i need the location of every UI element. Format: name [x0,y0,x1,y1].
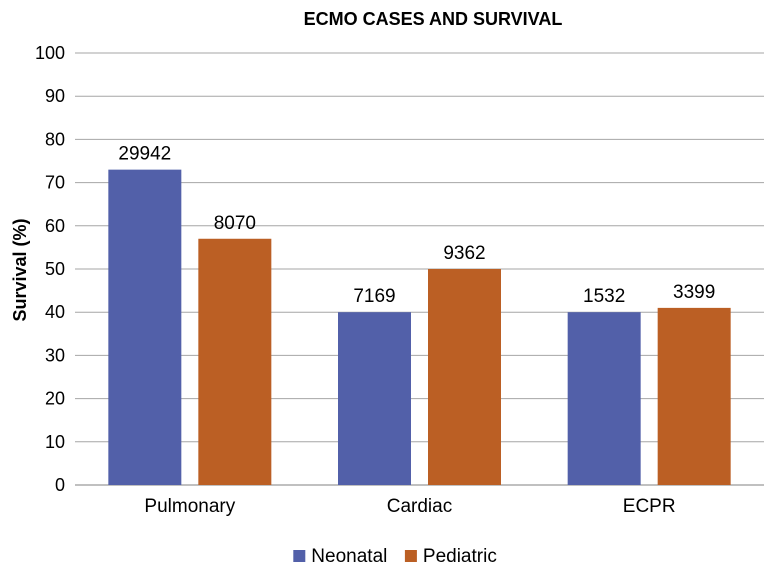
y-tick-label: 10 [45,432,65,452]
data-label: 29942 [118,144,171,165]
legend-swatch-neonatal [293,550,306,562]
legend: Neonatal Pediatric [293,546,497,567]
y-tick-label: 50 [45,259,65,279]
legend-label-pediatric: Pediatric [423,546,497,567]
y-tick-label: 80 [45,129,65,149]
legend-label-neonatal: Neonatal [311,546,387,567]
x-tick-label-cardiac: Cardiac [387,496,452,517]
bar-neonatal-cardiac [338,312,411,485]
y-tick-label: 0 [55,475,65,495]
y-tick-label: 100 [35,43,65,63]
data-label: 8070 [214,213,256,234]
data-label: 1532 [583,286,625,307]
y-tick-label: 90 [45,86,65,106]
data-label: 3399 [673,282,715,303]
grid-layer [75,52,764,486]
y-tick-label: 40 [45,302,65,322]
y-tick-label: 20 [45,389,65,409]
labels-layer: 0 10 20 30 40 50 60 70 80 90 100 29942 8070 Pulmonary… [35,43,715,517]
bars-layer [108,169,731,485]
bar-neonatal-pulmonary [108,169,182,485]
y-tick-label: 30 [45,345,65,365]
x-tick-label-ecpr: ECPR [623,496,676,517]
y-tick-label: 60 [45,216,65,236]
chart-title: ECMO CASES AND SURVIVAL [304,9,563,29]
data-label: 9362 [443,243,485,264]
bar-pediatric-cardiac [428,269,501,485]
data-label: 7169 [353,286,395,307]
y-axis-label: Survival (%) [10,218,30,321]
x-tick-label-pulmonary: Pulmonary [144,496,235,517]
bar-neonatal-ecpr [567,312,641,485]
bar-pediatric-pulmonary [198,238,272,485]
legend-swatch-pediatric [404,550,417,562]
bar-pediatric-ecpr [657,307,731,485]
y-tick-label: 70 [45,173,65,193]
